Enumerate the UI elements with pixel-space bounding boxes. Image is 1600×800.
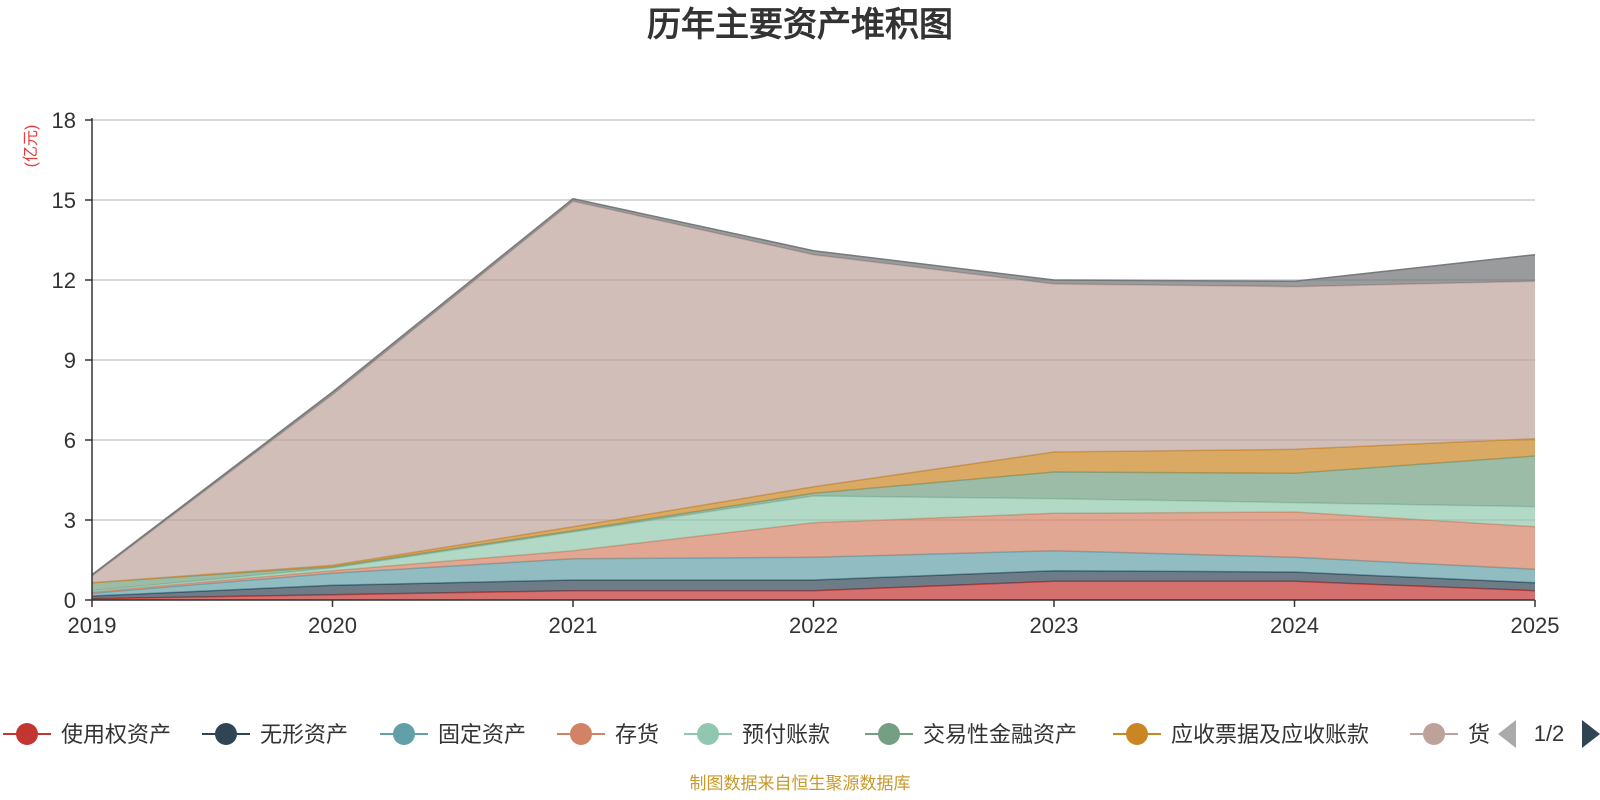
legend-swatch bbox=[215, 723, 237, 745]
source-note: 制图数据来自恒生聚源数据库 bbox=[690, 774, 911, 793]
y-tick-label: 18 bbox=[52, 108, 76, 133]
legend-item[interactable]: 存货 bbox=[557, 722, 659, 747]
legend-item[interactable]: 固定资产 bbox=[380, 722, 526, 747]
legend-item[interactable]: 货 bbox=[1410, 722, 1490, 747]
y-axis-unit: (亿元) bbox=[22, 125, 40, 168]
y-tick-label: 6 bbox=[64, 428, 76, 453]
legend-label: 交易性金融资产 bbox=[923, 722, 1077, 747]
legend-item[interactable]: 无形资产 bbox=[202, 722, 348, 747]
y-tick-label: 0 bbox=[64, 588, 76, 613]
legend-swatch bbox=[1423, 723, 1445, 745]
y-tick-label: 3 bbox=[64, 508, 76, 533]
legend-next-page-icon[interactable] bbox=[1582, 720, 1600, 748]
x-tick-label: 2023 bbox=[1030, 613, 1079, 638]
area-series-group bbox=[91, 197, 1536, 600]
axes: 0 3 6 9 12 15 18 2019 2020 2021 2022 2023 2024 2025 bbox=[52, 108, 1560, 638]
legend-pager: 1/2 bbox=[1498, 720, 1600, 748]
legend-item[interactable]: 交易性金融资产 bbox=[865, 722, 1077, 747]
area-5 bbox=[92, 456, 1535, 591]
area-line-8 bbox=[91, 197, 1536, 576]
legend-item[interactable]: 预付账款 bbox=[684, 722, 830, 747]
x-tick-label: 2022 bbox=[789, 613, 838, 638]
legend-page-indicator: 1/2 bbox=[1534, 721, 1565, 746]
legend-swatch bbox=[570, 723, 592, 745]
legend-item[interactable]: 应收票据及应收账款 bbox=[1113, 722, 1369, 747]
legend-swatch bbox=[697, 723, 719, 745]
area-4 bbox=[92, 496, 1535, 592]
legend-swatch bbox=[1126, 723, 1148, 745]
legend-label: 存货 bbox=[615, 722, 659, 747]
x-tick-label: 2025 bbox=[1511, 613, 1560, 638]
legend-label: 无形资产 bbox=[260, 722, 348, 747]
x-tick-label: 2021 bbox=[549, 613, 598, 638]
x-tick-label: 2024 bbox=[1270, 613, 1319, 638]
legend-prev-page-icon[interactable] bbox=[1498, 720, 1516, 748]
x-tick-label: 2020 bbox=[308, 613, 357, 638]
legend-item[interactable]: 使用权资产 bbox=[3, 722, 171, 747]
legend-label: 货 bbox=[1468, 722, 1490, 747]
chart-title: 历年主要资产堆积图 bbox=[647, 6, 953, 44]
legend-swatch bbox=[393, 723, 415, 745]
legend: 使用权资产 无形资产 固定资产 存货 预付账款 交易性金融资产 应收票据及应收账款 货 bbox=[3, 722, 1490, 747]
y-tick-label: 9 bbox=[64, 348, 76, 373]
legend-label: 应收票据及应收账款 bbox=[1171, 722, 1369, 747]
x-tick-label: 2019 bbox=[68, 613, 117, 638]
legend-swatch bbox=[16, 723, 38, 745]
legend-label: 预付账款 bbox=[742, 722, 830, 747]
legend-label: 固定资产 bbox=[438, 722, 526, 747]
legend-swatch bbox=[878, 723, 900, 745]
area-3 bbox=[92, 512, 1535, 594]
y-tick-label: 15 bbox=[52, 188, 76, 213]
area-1 bbox=[92, 570, 1535, 599]
legend-label: 使用权资产 bbox=[61, 722, 171, 747]
area-7 bbox=[92, 201, 1535, 583]
area-2 bbox=[92, 550, 1535, 596]
y-tick-label: 12 bbox=[52, 268, 76, 293]
area-0 bbox=[92, 581, 1535, 600]
